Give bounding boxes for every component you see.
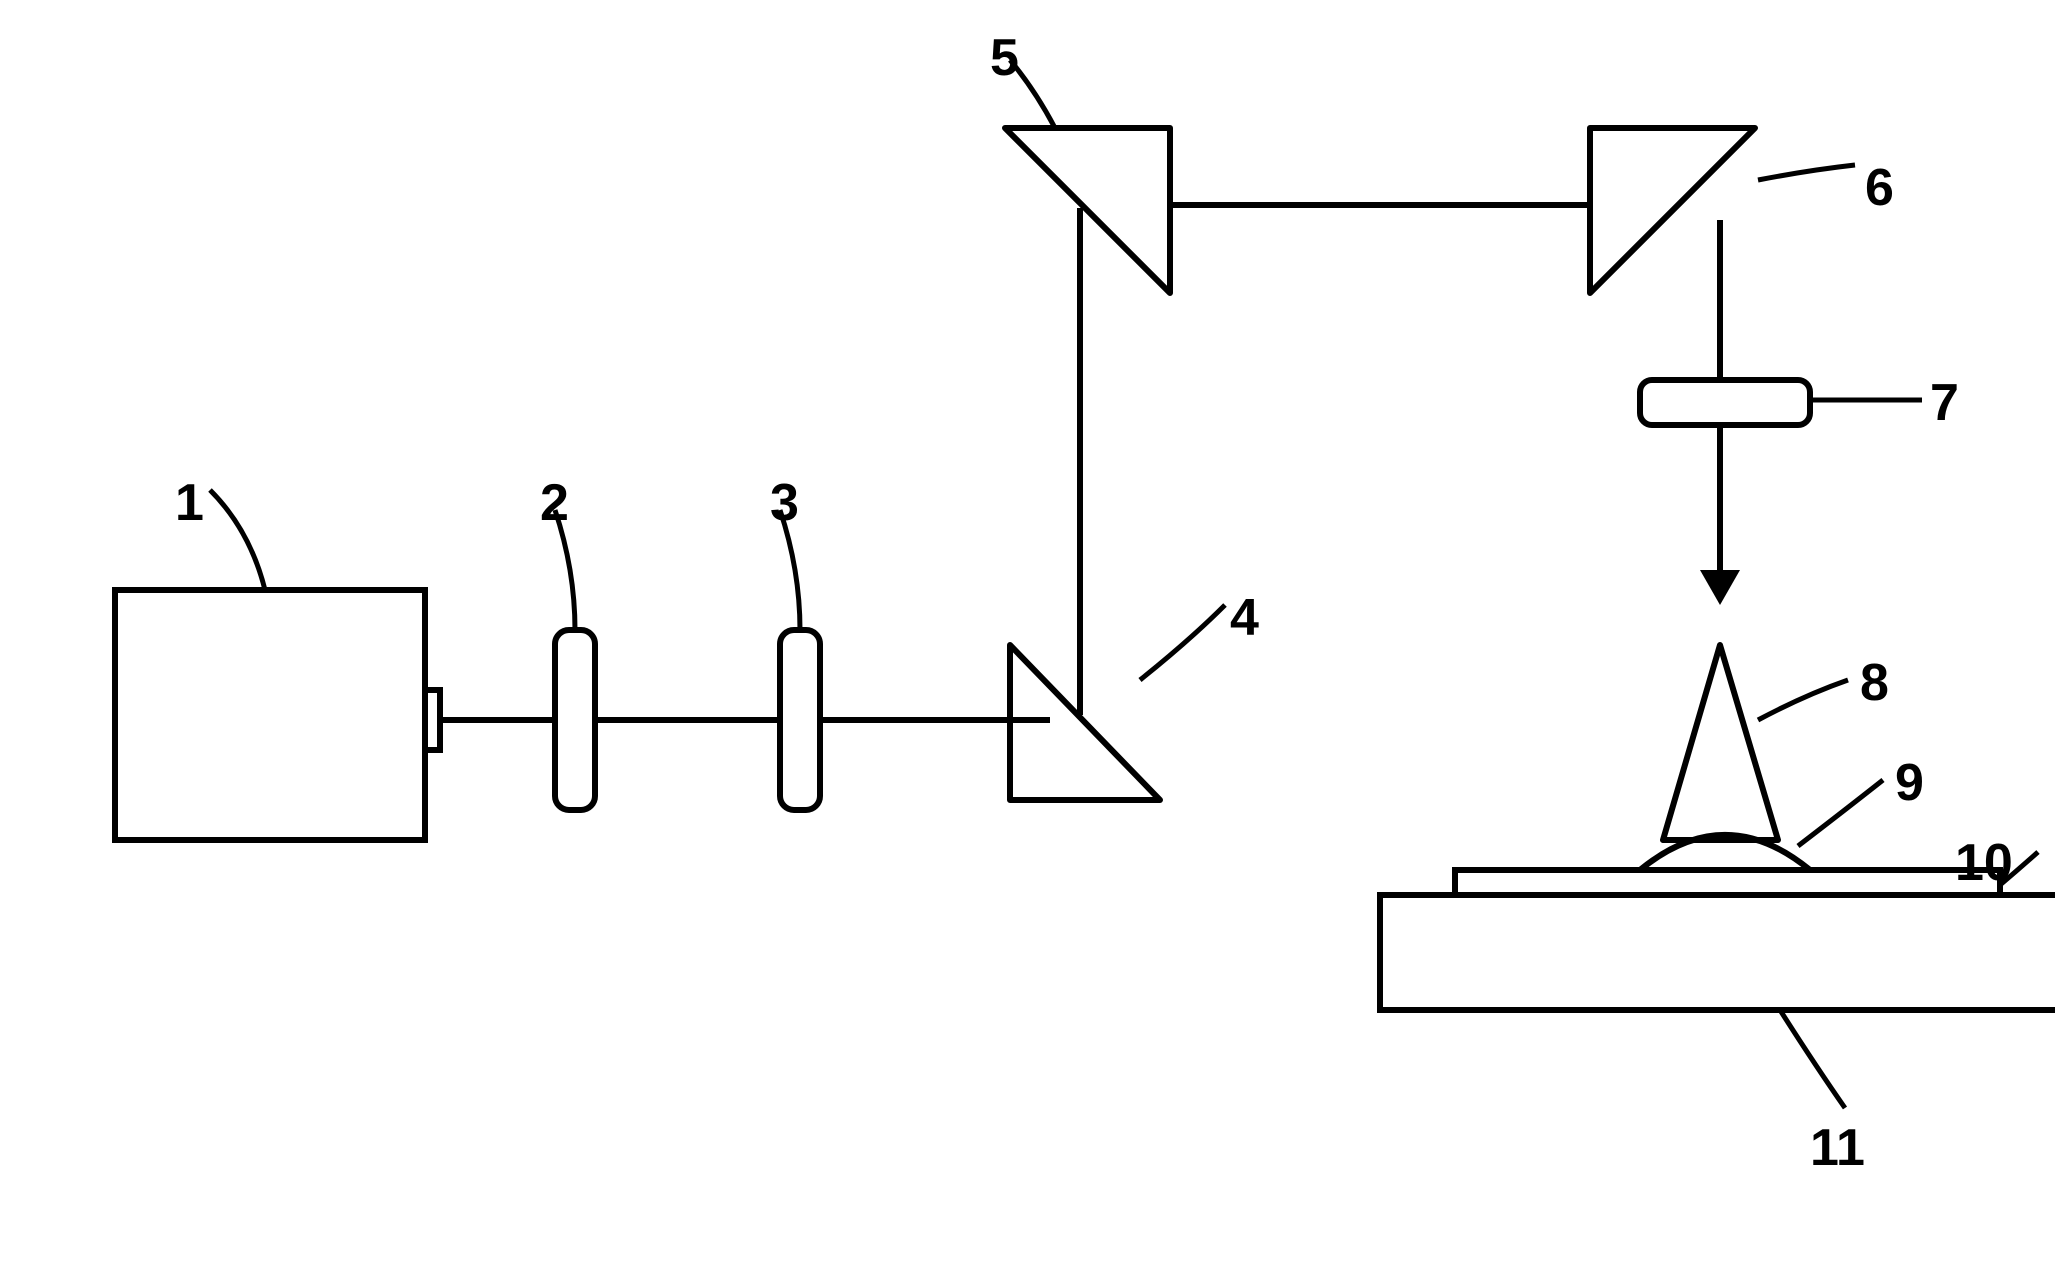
- mirror-6: [1590, 128, 1755, 293]
- stage: [1380, 895, 2055, 1010]
- label-5: 5: [990, 29, 1019, 87]
- mirror-5: [1005, 128, 1170, 293]
- label-7: 7: [1930, 374, 1959, 432]
- label-1: 1: [175, 474, 204, 532]
- label-4: 4: [1230, 589, 1259, 647]
- beam-cone: [1663, 645, 1778, 840]
- optical-schematic-diagram: 1 2 3 4 5 6 7 8 9 10 11: [0, 0, 2055, 1264]
- optic-2: [555, 630, 595, 810]
- label-6: 6: [1865, 159, 1894, 217]
- label-11: 11: [1810, 1119, 1865, 1177]
- callout-leader-11: [1780, 1010, 1845, 1108]
- beam-arrow-icon: [1700, 570, 1740, 605]
- label-8: 8: [1860, 654, 1889, 712]
- label-2: 2: [540, 474, 569, 532]
- callout-leader-6: [1758, 165, 1855, 180]
- label-9: 9: [1895, 754, 1924, 812]
- label-3: 3: [770, 474, 799, 532]
- callout-leader-9: [1798, 780, 1883, 846]
- optic-3: [780, 630, 820, 810]
- plate: [1455, 870, 2000, 895]
- callout-leader-8: [1758, 680, 1848, 720]
- laser-source: [115, 590, 440, 840]
- callout-leader-4: [1140, 605, 1225, 680]
- label-10: 10: [1955, 834, 2013, 892]
- callout-leader-1: [210, 490, 265, 590]
- optic-7: [1640, 380, 1810, 425]
